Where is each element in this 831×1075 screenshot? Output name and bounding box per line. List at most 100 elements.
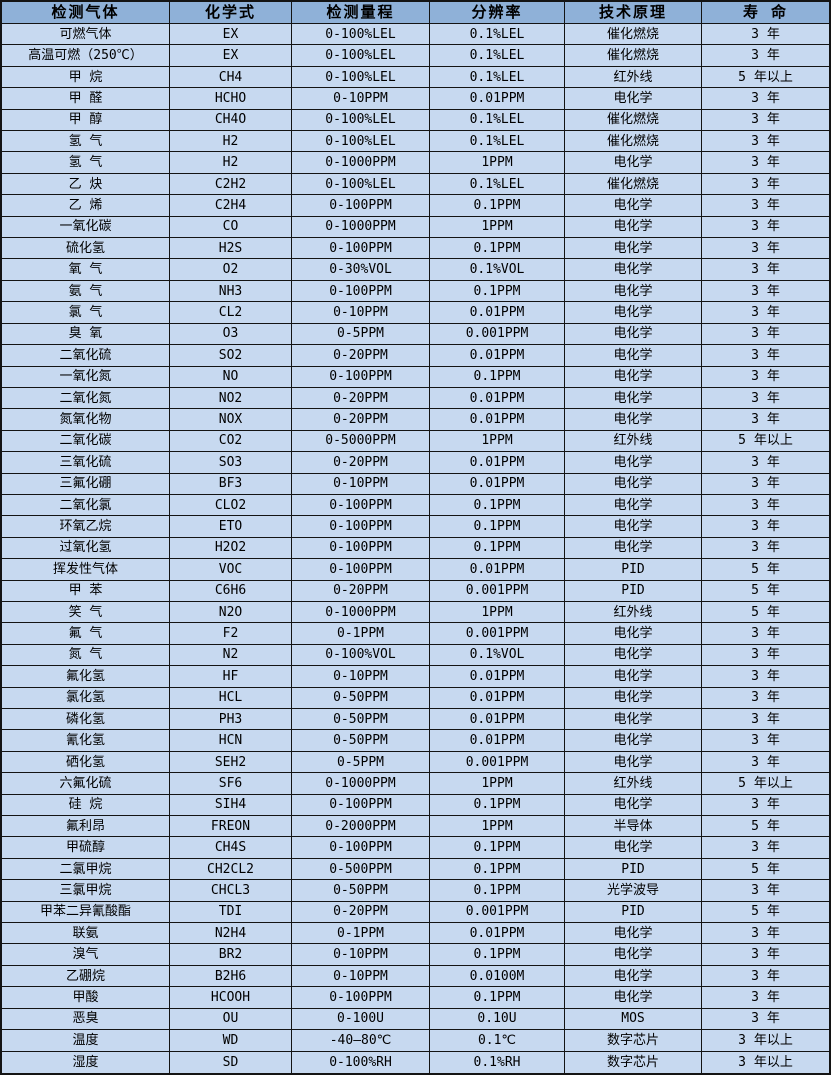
cell-gas: 甲酸: [2, 987, 170, 1009]
cell-lifespan: 3 年: [702, 730, 829, 752]
cell-resolution: 1PPM: [430, 152, 565, 174]
cell-formula: TDI: [170, 901, 292, 924]
table-row: 硅 烷 SIH4 0-100PPM 0.1PPM 电化学 3 年: [2, 794, 829, 817]
cell-resolution: 0.01PPM: [430, 709, 565, 731]
cell-principle: 电化学: [565, 88, 702, 110]
cell-resolution: 0.1%RH: [430, 1051, 565, 1073]
cell-principle: PID: [565, 559, 702, 581]
cell-gas: 氨 气: [2, 280, 170, 303]
cell-resolution: 1PPM: [430, 601, 565, 624]
table-row: 恶臭 OU 0-100U 0.10U MOS 3 年: [2, 1008, 829, 1031]
cell-formula: CO: [170, 216, 292, 239]
cell-gas: 乙 烯: [2, 195, 170, 217]
cell-lifespan: 5 年: [702, 901, 829, 924]
cell-gas: 氮氧化物: [2, 409, 170, 431]
cell-formula: HCOOH: [170, 987, 292, 1009]
cell-range: 0-1PPM: [292, 923, 430, 945]
cell-formula: NOX: [170, 409, 292, 431]
cell-range: 0-1000PPM: [292, 216, 430, 239]
cell-lifespan: 3 年: [702, 794, 829, 817]
cell-lifespan: 3 年以上: [702, 1030, 829, 1052]
cell-lifespan: 3 年: [702, 494, 829, 517]
cell-range: 0-100PPM: [292, 238, 430, 260]
cell-lifespan: 5 年: [702, 858, 829, 881]
cell-lifespan: 3 年: [702, 280, 829, 303]
cell-principle: 电化学: [565, 494, 702, 517]
cell-resolution: 0.0100M: [430, 965, 565, 988]
cell-gas: 溴气: [2, 944, 170, 966]
cell-resolution: 0.1%VOL: [430, 644, 565, 667]
cell-gas: 氧 气: [2, 259, 170, 281]
cell-formula: SO2: [170, 345, 292, 367]
cell-formula: HCL: [170, 687, 292, 709]
header-row: 检测气体 化学式 检测量程 分辨率 技术原理 寿 命: [2, 2, 829, 24]
cell-range: 0-30%VOL: [292, 259, 430, 281]
cell-principle: 电化学: [565, 837, 702, 859]
table-row: 一氧化氮 NO 0-100PPM 0.1PPM 电化学 3 年: [2, 366, 829, 388]
table-row: 乙 炔 C2H2 0-100%LEL 0.1%LEL 催化燃烧 3 年: [2, 173, 829, 196]
cell-gas: 氢 气: [2, 152, 170, 174]
cell-resolution: 0.001PPM: [430, 901, 565, 924]
cell-principle: 电化学: [565, 409, 702, 431]
cell-resolution: 0.1PPM: [430, 195, 565, 217]
cell-range: 0-500PPM: [292, 858, 430, 881]
cell-range: 0-100%LEL: [292, 109, 430, 132]
cell-lifespan: 3 年: [702, 1008, 829, 1031]
cell-resolution: 1PPM: [430, 430, 565, 453]
cell-formula: N2: [170, 644, 292, 667]
cell-formula: H2S: [170, 238, 292, 260]
cell-range: 0-10PPM: [292, 965, 430, 988]
cell-range: 0-20PPM: [292, 345, 430, 367]
cell-formula: N2H4: [170, 923, 292, 945]
cell-range: 0-100PPM: [292, 195, 430, 217]
cell-range: 0-100%VOL: [292, 644, 430, 667]
cell-formula: O2: [170, 259, 292, 281]
cell-resolution: 0.1%LEL: [430, 24, 565, 46]
cell-gas: 过氧化氢: [2, 537, 170, 560]
cell-principle: 电化学: [565, 216, 702, 239]
cell-gas: 甲 醇: [2, 109, 170, 132]
cell-resolution: 0.001PPM: [430, 623, 565, 645]
cell-resolution: 0.01PPM: [430, 730, 565, 752]
table-row: 湿度 SD 0-100%RH 0.1%RH 数字芯片 3 年以上: [2, 1051, 829, 1073]
cell-principle: 半导体: [565, 816, 702, 838]
cell-range: 0-100PPM: [292, 494, 430, 517]
cell-range: 0-50PPM: [292, 730, 430, 752]
cell-formula: NO: [170, 366, 292, 388]
cell-gas: 恶臭: [2, 1008, 170, 1031]
cell-lifespan: 3 年: [702, 109, 829, 132]
cell-lifespan: 3 年: [702, 709, 829, 731]
column-header-gas: 检测气体: [2, 2, 170, 24]
cell-principle: 数字芯片: [565, 1030, 702, 1052]
table-row: 甲 醇 CH4O 0-100%LEL 0.1%LEL 催化燃烧 3 年: [2, 109, 829, 132]
cell-resolution: 0.1%LEL: [430, 45, 565, 67]
cell-gas: 甲苯二异氰酸酯: [2, 901, 170, 924]
cell-range: 0-20PPM: [292, 409, 430, 431]
table-row: 乙硼烷 B2H6 0-10PPM 0.0100M 电化学 3 年: [2, 965, 829, 988]
cell-formula: CH4S: [170, 837, 292, 859]
cell-range: 0-5PPM: [292, 323, 430, 346]
column-header-resolution: 分辨率: [430, 2, 565, 24]
cell-gas: 氟化氢: [2, 666, 170, 688]
cell-resolution: 0.1PPM: [430, 238, 565, 260]
cell-gas: 可燃气体: [2, 24, 170, 46]
cell-gas: 一氧化氮: [2, 366, 170, 388]
table-row: 过氧化氢 H2O2 0-100PPM 0.1PPM 电化学 3 年: [2, 537, 829, 560]
column-header-principle: 技术原理: [565, 2, 702, 24]
cell-formula: VOC: [170, 559, 292, 581]
table-row: 氧 气 O2 0-30%VOL 0.1%VOL 电化学 3 年: [2, 259, 829, 281]
table-row: 臭 氧 O3 0-5PPM 0.001PPM 电化学 3 年: [2, 323, 829, 346]
column-header-range: 检测量程: [292, 2, 430, 24]
table-row: 氟利昂 FREON 0-2000PPM 1PPM 半导体 5 年: [2, 816, 829, 838]
cell-formula: CLO2: [170, 494, 292, 517]
cell-lifespan: 3 年: [702, 452, 829, 474]
table-row: 六氟化硫 SF6 0-1000PPM 1PPM 红外线 5 年以上: [2, 773, 829, 795]
cell-lifespan: 3 年: [702, 923, 829, 945]
cell-lifespan: 3 年: [702, 131, 829, 153]
cell-formula: C6H6: [170, 580, 292, 602]
cell-principle: PID: [565, 580, 702, 602]
table-row: 甲 醛 HCHO 0-10PPM 0.01PPM 电化学 3 年: [2, 88, 829, 110]
cell-resolution: 0.01PPM: [430, 387, 565, 410]
cell-resolution: 0.1PPM: [430, 944, 565, 966]
